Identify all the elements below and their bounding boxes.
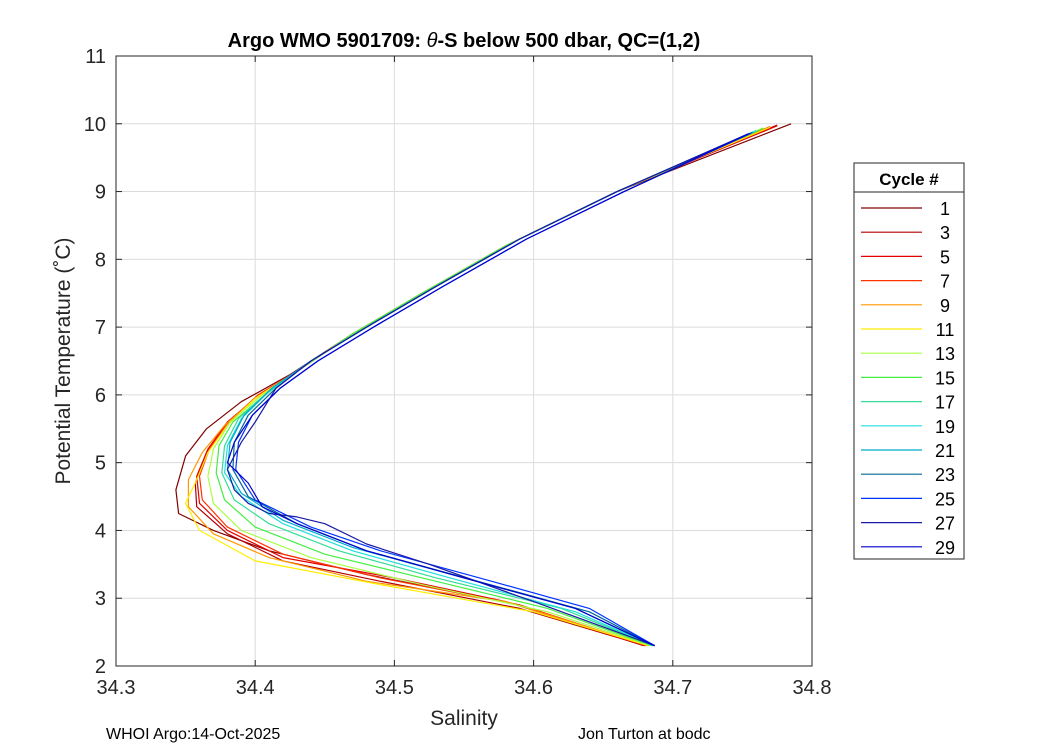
plot-area xyxy=(175,123,792,647)
x-tick-label: 34.3 xyxy=(97,677,136,699)
x-tick-label: 34.8 xyxy=(793,677,832,699)
x-axis-label: Salinity xyxy=(430,707,498,730)
chart-title: Argo WMO 5901709: θ-S below 500 dbar, QC… xyxy=(228,30,701,52)
axis-ticks: 34.3 34.4 34.5 34.6 34.7 34.8 2 3 4 5 6 7 8 9 10 11 xyxy=(84,46,832,699)
y-axis-label: Potential Temperature (˚C) xyxy=(52,237,75,484)
series-line-cycle-29 xyxy=(226,133,749,647)
legend-label-cycle-7: 7 xyxy=(940,272,950,292)
y-tick-label: 7 xyxy=(95,317,106,339)
axes-frame xyxy=(115,55,813,667)
series-line-cycle-21 xyxy=(226,131,754,647)
grid xyxy=(115,55,813,667)
y-tick-label: 2 xyxy=(95,656,106,678)
series-line-cycle-23 xyxy=(232,132,753,647)
legend-label-cycle-27: 27 xyxy=(935,514,955,534)
legend-label-cycle-3: 3 xyxy=(940,223,950,243)
y-tick-label: 11 xyxy=(85,46,106,68)
legend-label-cycle-17: 17 xyxy=(935,393,955,413)
x-tick-label: 34.4 xyxy=(236,677,275,699)
x-tick-label: 34.7 xyxy=(653,677,692,699)
legend-title: Cycle # xyxy=(879,170,939,189)
y-tick-label: 10 xyxy=(84,114,106,136)
legend-label-cycle-1: 1 xyxy=(940,199,950,219)
legend-label-cycle-11: 11 xyxy=(936,320,955,340)
series-line-cycle-19 xyxy=(224,130,757,647)
legend-label-cycle-29: 29 xyxy=(935,538,955,558)
legend-box xyxy=(853,162,965,560)
legend-label-cycle-21: 21 xyxy=(935,441,955,461)
legend-label-cycle-9: 9 xyxy=(940,296,950,316)
y-tick-label: 9 xyxy=(95,182,106,204)
legend-label-cycle-5: 5 xyxy=(940,247,950,267)
x-tick-label: 34.6 xyxy=(514,677,553,699)
series-line-cycle-17 xyxy=(221,130,757,647)
legend-label-cycle-15: 15 xyxy=(935,368,955,388)
legend-label-cycle-19: 19 xyxy=(935,417,955,437)
y-tick-label: 6 xyxy=(95,385,106,407)
series-line-cycle-1 xyxy=(175,123,792,647)
legend-label-cycle-25: 25 xyxy=(935,489,955,509)
footer-author: Jon Turton at bodc xyxy=(578,726,711,743)
legend-label-cycle-13: 13 xyxy=(935,344,955,364)
y-tick-label: 8 xyxy=(95,249,106,271)
x-tick-label: 34.5 xyxy=(375,677,414,699)
y-tick-label: 4 xyxy=(95,520,106,542)
y-tick-label: 3 xyxy=(95,588,106,610)
y-tick-label: 5 xyxy=(95,453,106,475)
series-line-cycle-15 xyxy=(215,127,764,647)
legend-label-cycle-23: 23 xyxy=(935,465,955,485)
footer-source: WHOI Argo:14-Oct-2025 xyxy=(106,726,281,743)
series-line-cycle-7 xyxy=(198,125,771,647)
series-line-cycle-3 xyxy=(194,124,778,647)
series-line-cycle-27 xyxy=(226,132,750,647)
